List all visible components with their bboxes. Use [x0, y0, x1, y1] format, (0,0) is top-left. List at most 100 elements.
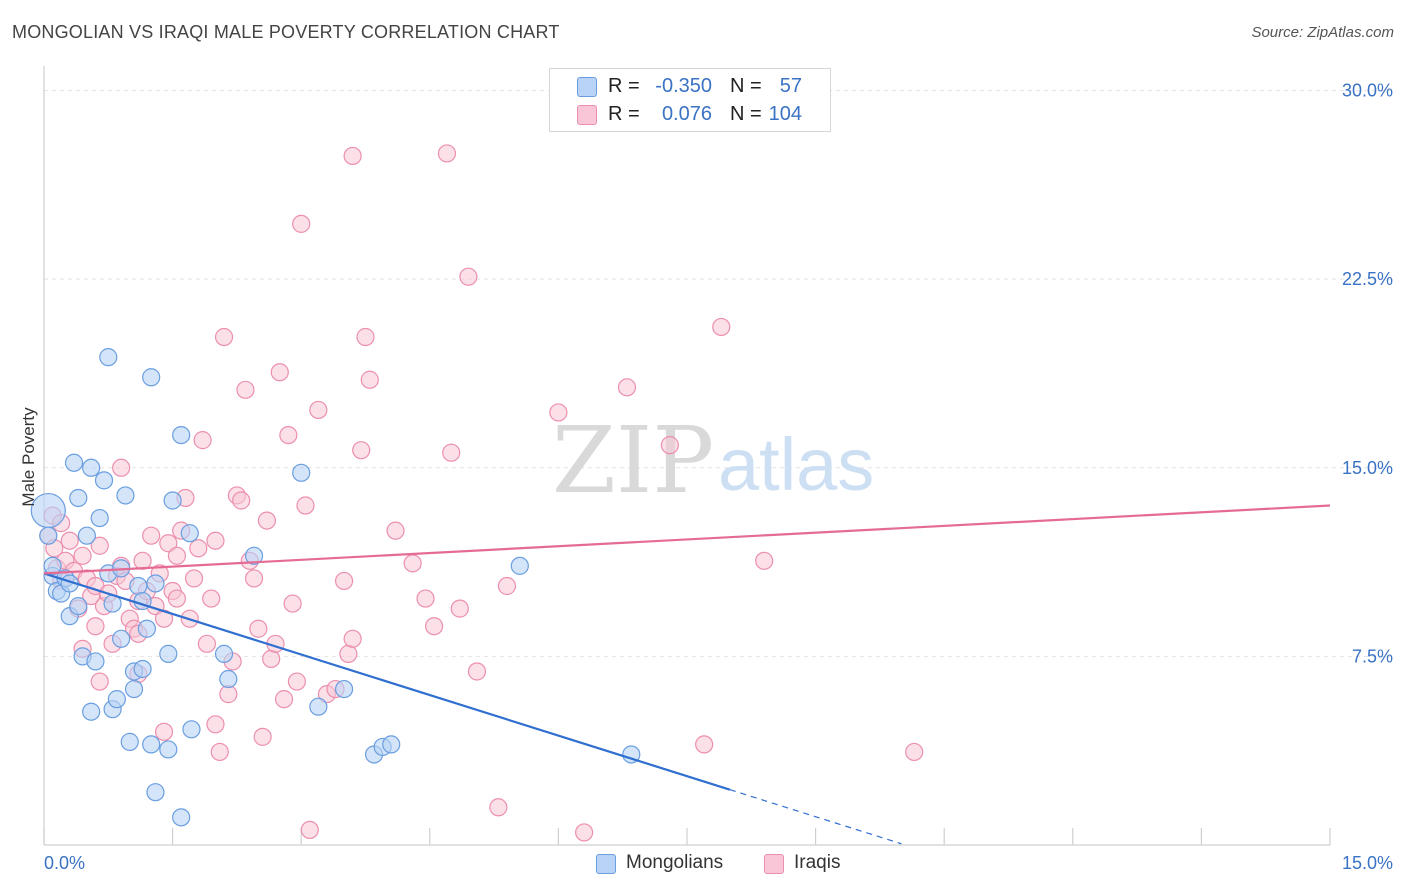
iraqi-point — [695, 735, 714, 754]
mongolian-point — [137, 619, 156, 638]
mongolian-point — [120, 732, 139, 751]
r-value: 0.076 — [661, 103, 712, 125]
iraqi-point — [60, 531, 79, 550]
iraqi-point — [112, 458, 131, 477]
iraqi-point — [343, 629, 362, 648]
mongolian-point — [172, 808, 191, 827]
mongolian-point — [244, 546, 264, 565]
iraqi-point — [279, 425, 298, 445]
watermark: ZIP atlas — [552, 407, 874, 514]
iraqi-point — [356, 327, 375, 347]
stats-legend: R = -0.350 N = 57 R = 0.076 N = 104 — [549, 68, 831, 132]
iraqi-point — [905, 742, 924, 762]
iraqi-point — [755, 551, 774, 570]
mongolian-point — [334, 679, 354, 699]
iraqi-point — [270, 363, 289, 382]
mongolian-point — [64, 453, 84, 472]
iraqi-point — [159, 534, 178, 553]
mongolian-point — [124, 679, 144, 699]
chart-title: MONGOLIAN VS IRAQI MALE POVERTY CORRELAT… — [12, 22, 560, 42]
mongolian-point — [77, 526, 96, 545]
iraqi-point — [292, 214, 311, 233]
iraqi-point — [86, 617, 105, 636]
r-label: R = — [608, 103, 640, 125]
mongolian-point — [82, 458, 101, 477]
iraqi-point — [73, 546, 92, 565]
watermark-zip: ZIP — [552, 407, 714, 514]
grid-lines — [44, 90, 1392, 657]
iraqi-point — [154, 722, 174, 741]
axes — [43, 66, 1331, 846]
mongolian-point — [510, 556, 529, 575]
mongolian-point — [172, 425, 191, 445]
iraqi-point — [253, 727, 272, 746]
iraqi-point — [352, 441, 371, 460]
iraqi-point — [296, 496, 315, 515]
iraqi-point — [549, 403, 568, 422]
mongolian-point — [309, 697, 328, 716]
iraqi-swatch — [764, 854, 784, 874]
iraqi-trend-line — [43, 504, 1331, 575]
mongolian-point — [94, 471, 114, 490]
iraqi-point — [232, 491, 251, 510]
iraqi-point — [202, 589, 221, 608]
n-value: 57 — [779, 75, 802, 97]
iraqi-point — [442, 443, 461, 462]
iraqi-point — [497, 576, 517, 596]
iraqi-point — [90, 536, 109, 555]
mongolian-point — [99, 348, 118, 367]
mongolian-point — [622, 745, 641, 764]
y-tick-label: 22.5% — [1342, 269, 1393, 289]
iraqi-point — [167, 546, 186, 565]
iraqi-point — [386, 521, 405, 540]
iraqi-point — [90, 672, 109, 691]
iraqi-point — [489, 798, 508, 817]
mongolian-trend-extension — [729, 789, 902, 845]
iraqi-point — [197, 634, 216, 653]
mongolian-point — [163, 491, 182, 510]
mongolian-point — [146, 783, 165, 802]
mongolian-point — [112, 629, 131, 648]
iraqi-point — [450, 599, 469, 618]
mongolian-point — [39, 526, 58, 545]
y-tick-labels: 7.5% 15.0% 22.5% 30.0% — [1342, 81, 1393, 667]
iraqi-point — [167, 589, 186, 608]
mongolian-point — [159, 644, 178, 663]
iraqi-point — [206, 715, 225, 734]
mongolian-point — [214, 644, 234, 663]
iraqi-point — [617, 378, 637, 397]
mongolian-point — [142, 368, 161, 387]
iraqi-point — [142, 526, 161, 545]
mongolian-point — [142, 735, 161, 754]
y-tick-label: 15.0% — [1342, 458, 1393, 478]
mongolian-point — [146, 574, 165, 593]
iraqi-point — [184, 569, 204, 588]
iraqi-point — [424, 617, 444, 636]
mongolian-point — [82, 702, 101, 721]
mongolian-swatch — [577, 77, 597, 97]
mongolian-point — [43, 556, 62, 575]
mongolian-point — [182, 720, 201, 739]
iraqi-point — [334, 571, 354, 591]
mongolian-trend-line — [43, 572, 731, 791]
iraqi-point — [206, 531, 225, 550]
iraqi-point — [249, 619, 268, 638]
legend-label-mongolians: Mongolians — [626, 852, 724, 873]
y-tick-label: 7.5% — [1352, 646, 1393, 666]
n-label: N = — [730, 75, 762, 97]
iraqi-point — [300, 820, 319, 840]
watermark-atlas: atlas — [718, 423, 874, 506]
iraqi-point — [193, 431, 212, 450]
iraqi-point — [403, 554, 422, 573]
mongolian-swatch — [596, 854, 616, 874]
r-value: -0.350 — [655, 75, 712, 97]
x-tick-label: 0.0% — [44, 853, 85, 873]
mongolian-point — [382, 735, 401, 754]
mongolian-point — [129, 576, 148, 596]
iraqi-point — [236, 380, 255, 399]
iraqi-point — [214, 327, 234, 347]
iraqi-point — [309, 400, 328, 420]
iraqi-point — [262, 649, 281, 669]
iraqi-point — [575, 823, 594, 842]
